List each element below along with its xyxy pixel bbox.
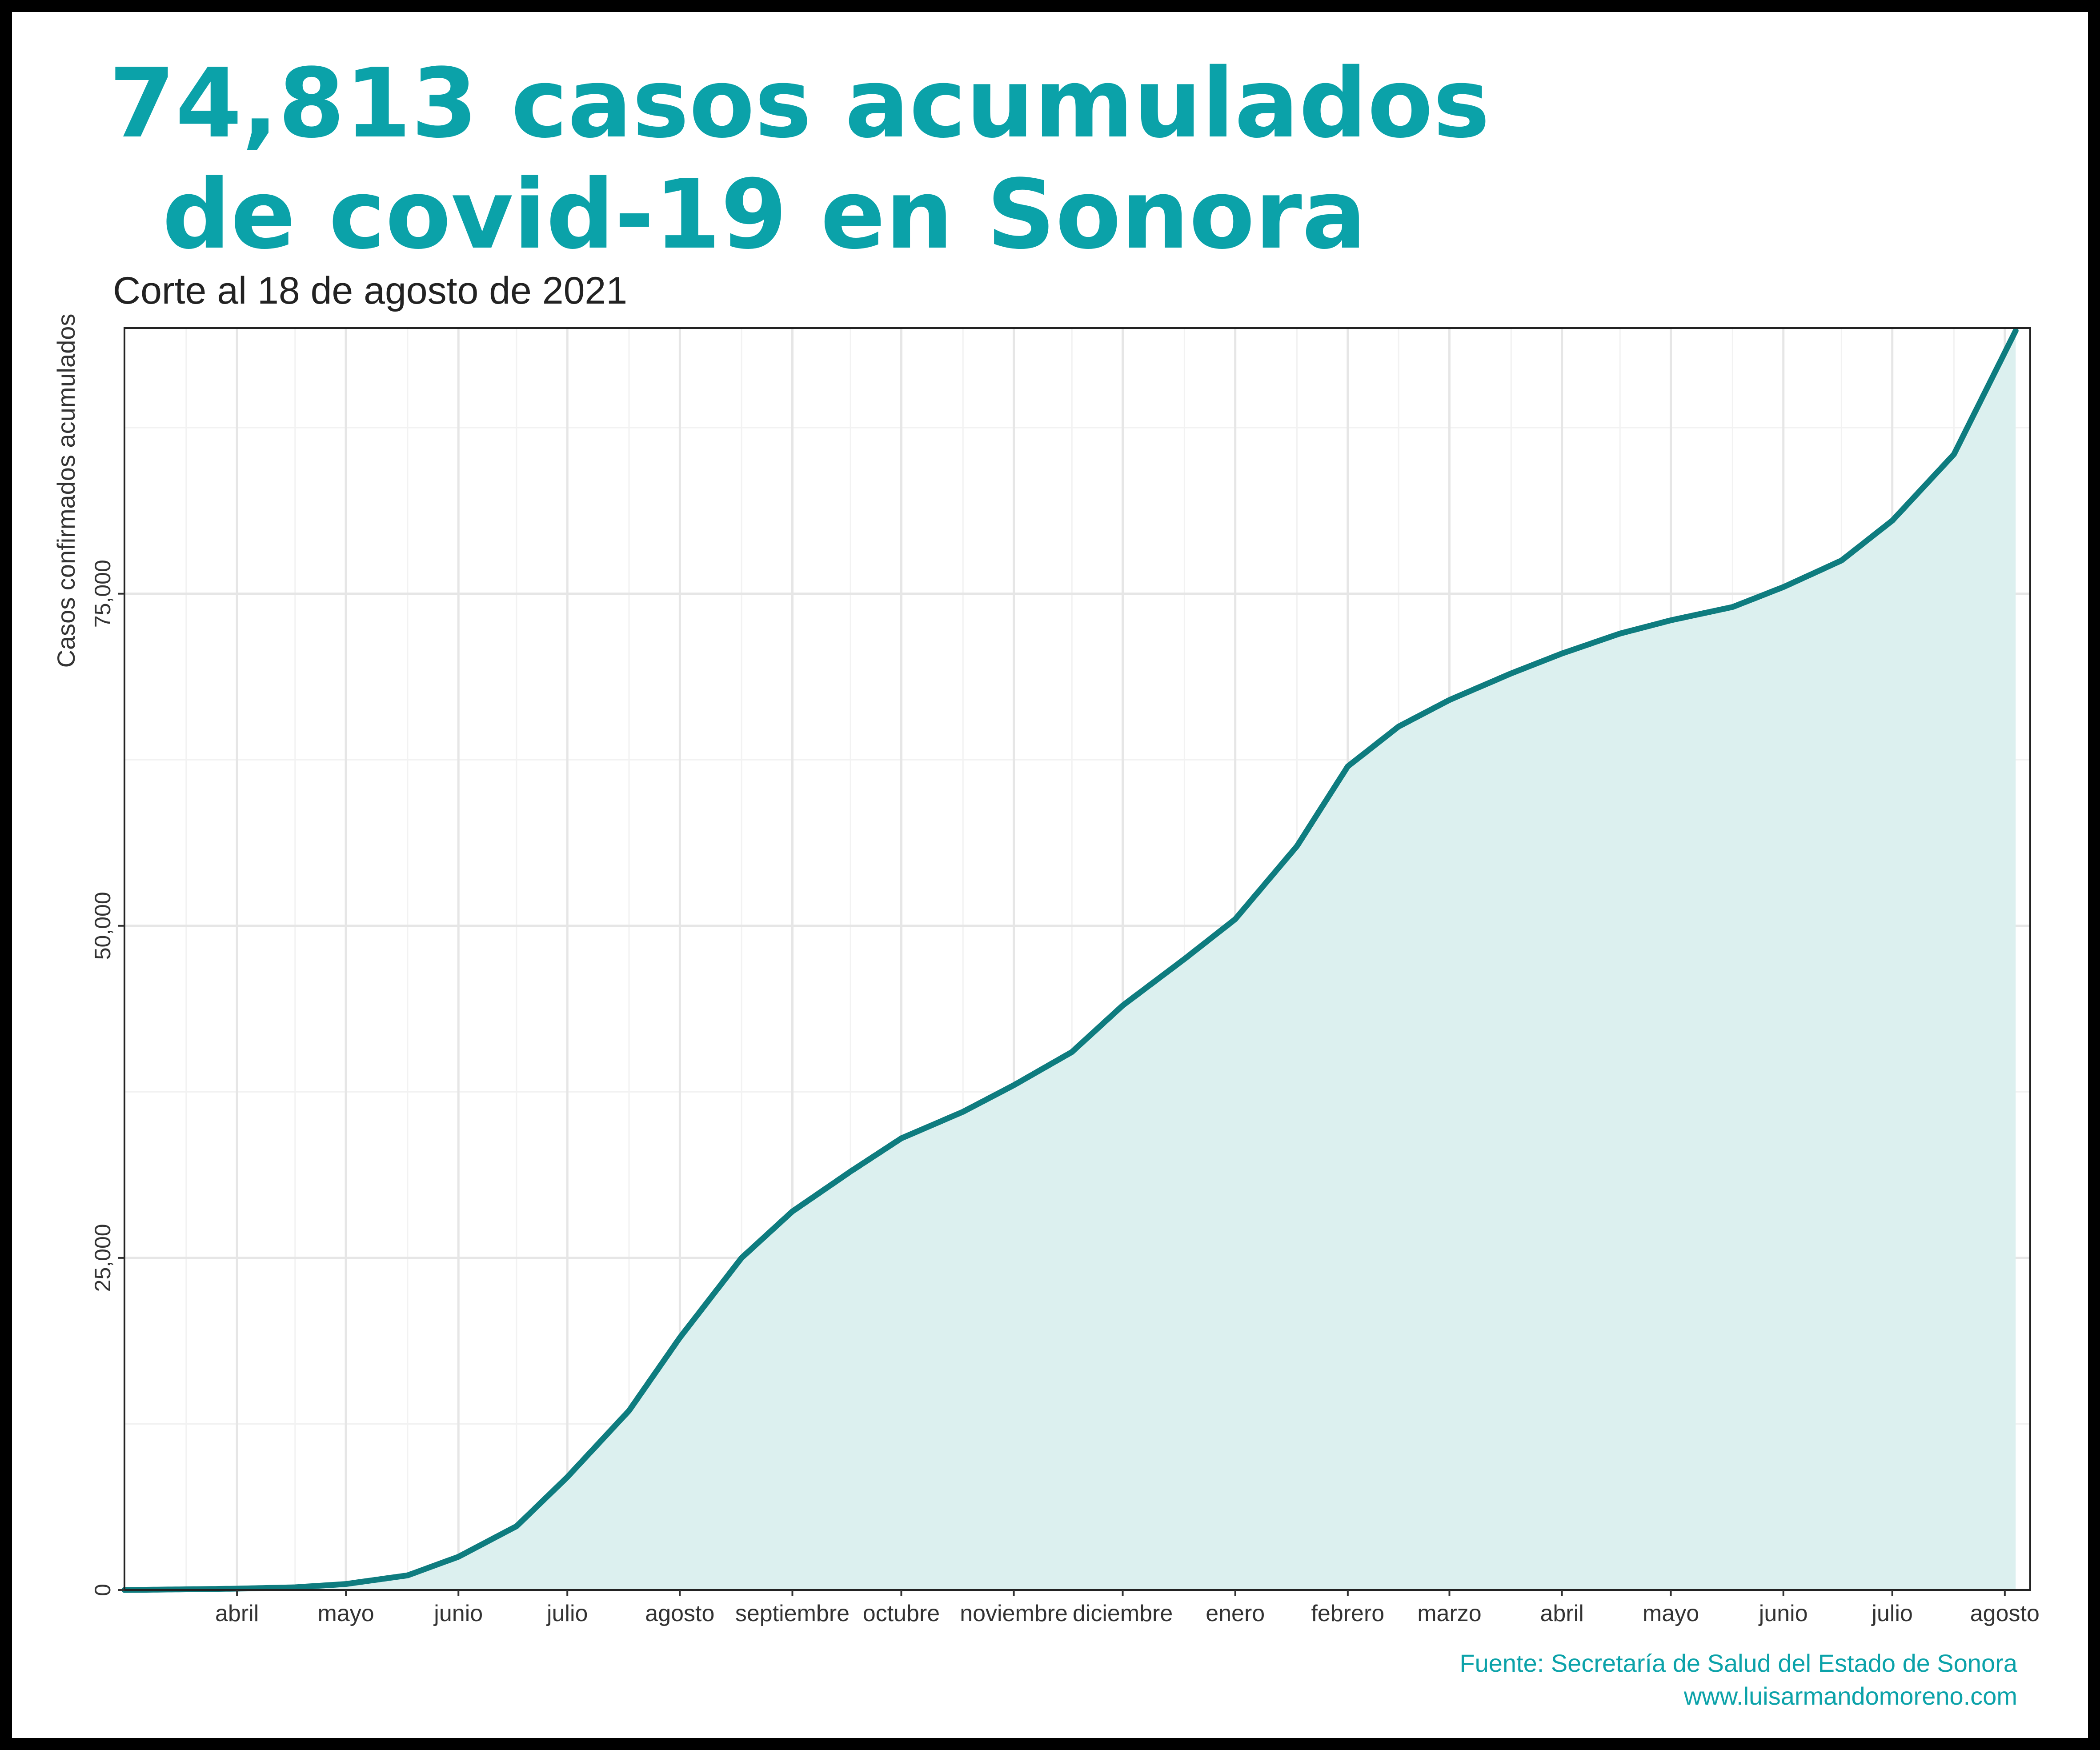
y-axis-label: Casos confirmados acumulados xyxy=(52,314,80,668)
y-tick-label: 75,000 xyxy=(90,560,115,628)
chart-title-line-2: de covid-19 en Sonora xyxy=(129,159,1367,270)
x-tick-label: agosto xyxy=(645,1601,714,1626)
x-tick-label: agosto xyxy=(1970,1601,2040,1626)
x-tick-label: abril xyxy=(1540,1601,1583,1626)
x-tick-label: octubre xyxy=(863,1601,940,1626)
chart-title-line-1: 74,813 casos acumulados xyxy=(109,48,1490,159)
x-tick-label: junio xyxy=(1758,1601,1808,1626)
y-tick-label: 50,000 xyxy=(90,892,115,960)
x-tick-label: marzo xyxy=(1417,1601,1481,1626)
axes-layer xyxy=(124,327,2031,1591)
area-layer xyxy=(124,331,2016,1590)
x-tick-label: mayo xyxy=(1643,1601,1699,1626)
x-tick-label: enero xyxy=(1206,1601,1265,1626)
x-tick-label: abril xyxy=(215,1601,259,1626)
plot-border xyxy=(124,327,2031,1591)
x-tick-label: julio xyxy=(546,1601,588,1626)
x-tick-label: junio xyxy=(433,1601,483,1626)
y-tick-layer: 0 25,000 50,000 75,000 xyxy=(90,560,124,1596)
x-tick-layer: abril mayo junio julio agosto septiembre octub… xyxy=(215,1590,2040,1626)
cumulative-cases-area xyxy=(124,331,2016,1590)
line-layer xyxy=(121,328,2019,1593)
x-tick-label: noviembre xyxy=(960,1601,1068,1626)
website-credit: www.luisarmandomoreno.com xyxy=(1683,1682,2017,1710)
cumulative-cases-line xyxy=(121,328,2019,1593)
x-tick-label: febrero xyxy=(1311,1601,1384,1626)
source-credit: Fuente: Secretaría de Salud del Estado d… xyxy=(1459,1649,2017,1677)
y-tick-label: 0 xyxy=(90,1584,115,1596)
source-footer: Fuente: Secretaría de Salud del Estado d… xyxy=(1459,1647,2017,1713)
x-tick-label: diciembre xyxy=(1073,1601,1173,1626)
chart-subtitle: Corte al 18 de agosto de 2021 xyxy=(113,269,628,312)
x-tick-label: septiembre xyxy=(735,1601,850,1626)
x-tick-label: julio xyxy=(1871,1601,1913,1626)
x-tick-label: mayo xyxy=(318,1601,374,1626)
y-tick-label: 25,000 xyxy=(90,1224,115,1292)
